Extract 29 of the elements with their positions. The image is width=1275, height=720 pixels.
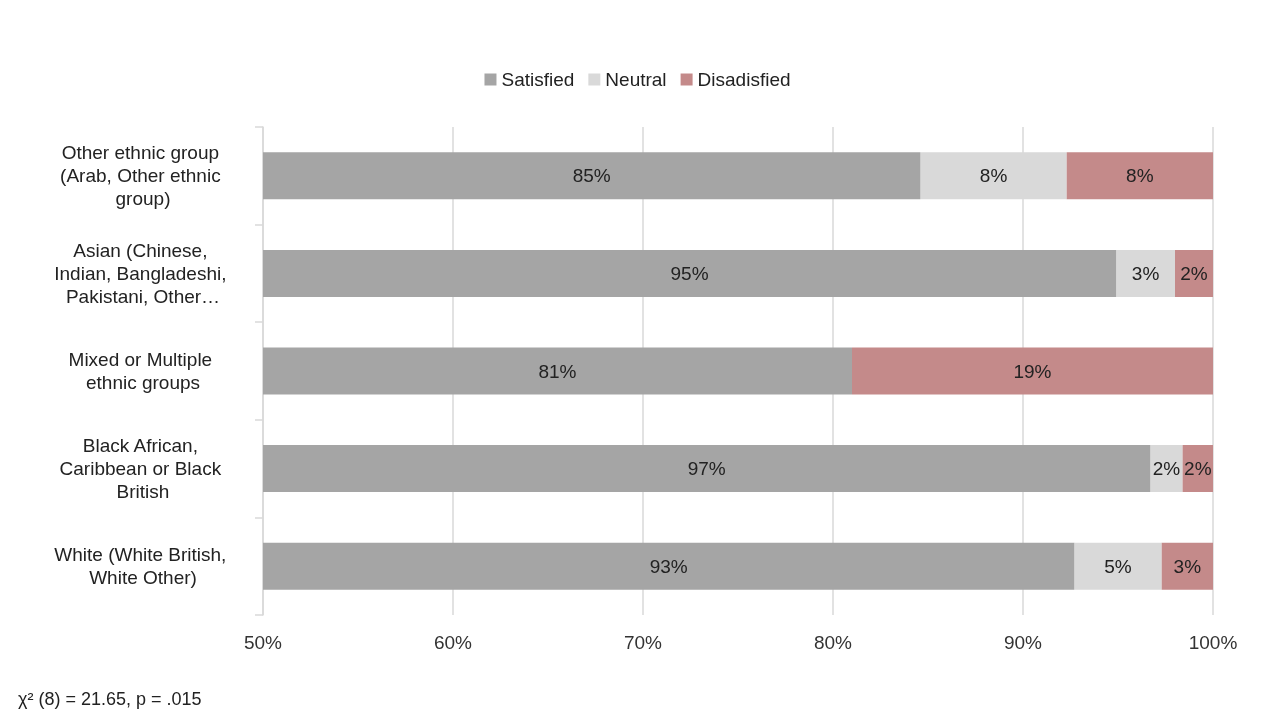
legend-label: Satisfied xyxy=(501,69,575,90)
x-tick-label: 80% xyxy=(813,632,853,653)
data-label: 95% xyxy=(670,262,709,284)
data-label: 5% xyxy=(1104,555,1132,577)
text: χ² (8) = 21.65, p = .015 xyxy=(18,689,202,709)
legend-label: Disadisfied xyxy=(697,69,791,90)
data-label: 85% xyxy=(572,165,611,187)
x-tick-label: 50% xyxy=(243,632,283,653)
y-tick-label: White (White British, White Other) xyxy=(54,544,232,589)
data-label: 97% xyxy=(687,458,726,480)
data-label: 2% xyxy=(1184,458,1212,480)
y-tick-label: Mixed or Multiple ethnic groups xyxy=(68,349,218,393)
x-tick-label: 90% xyxy=(1003,632,1043,653)
data-label: 93% xyxy=(649,555,688,577)
y-tick-label: Black African, Caribbean or Black British xyxy=(59,435,227,503)
x-tick-label: 100% xyxy=(1188,632,1238,653)
data-label: 3% xyxy=(1173,555,1202,577)
legend-label: Neutral xyxy=(605,69,667,90)
y-tick-label: Other ethnic group (Arab, Other ethnic group) xyxy=(60,142,226,210)
data-label: 19% xyxy=(1013,360,1052,382)
x-tick-label: 70% xyxy=(623,632,663,653)
data-label: 3% xyxy=(1131,262,1160,284)
y-tick-label: Asian (Chinese, Indian, Bangladeshi, Pakistani, Other… xyxy=(54,239,232,307)
data-label: 8% xyxy=(979,165,1008,187)
data-label: 81% xyxy=(538,360,577,382)
data-label: 2% xyxy=(1152,458,1181,480)
x-tick-label: 60% xyxy=(433,632,473,653)
data-label: 2% xyxy=(1180,262,1208,284)
data-label: 8% xyxy=(1126,165,1154,187)
